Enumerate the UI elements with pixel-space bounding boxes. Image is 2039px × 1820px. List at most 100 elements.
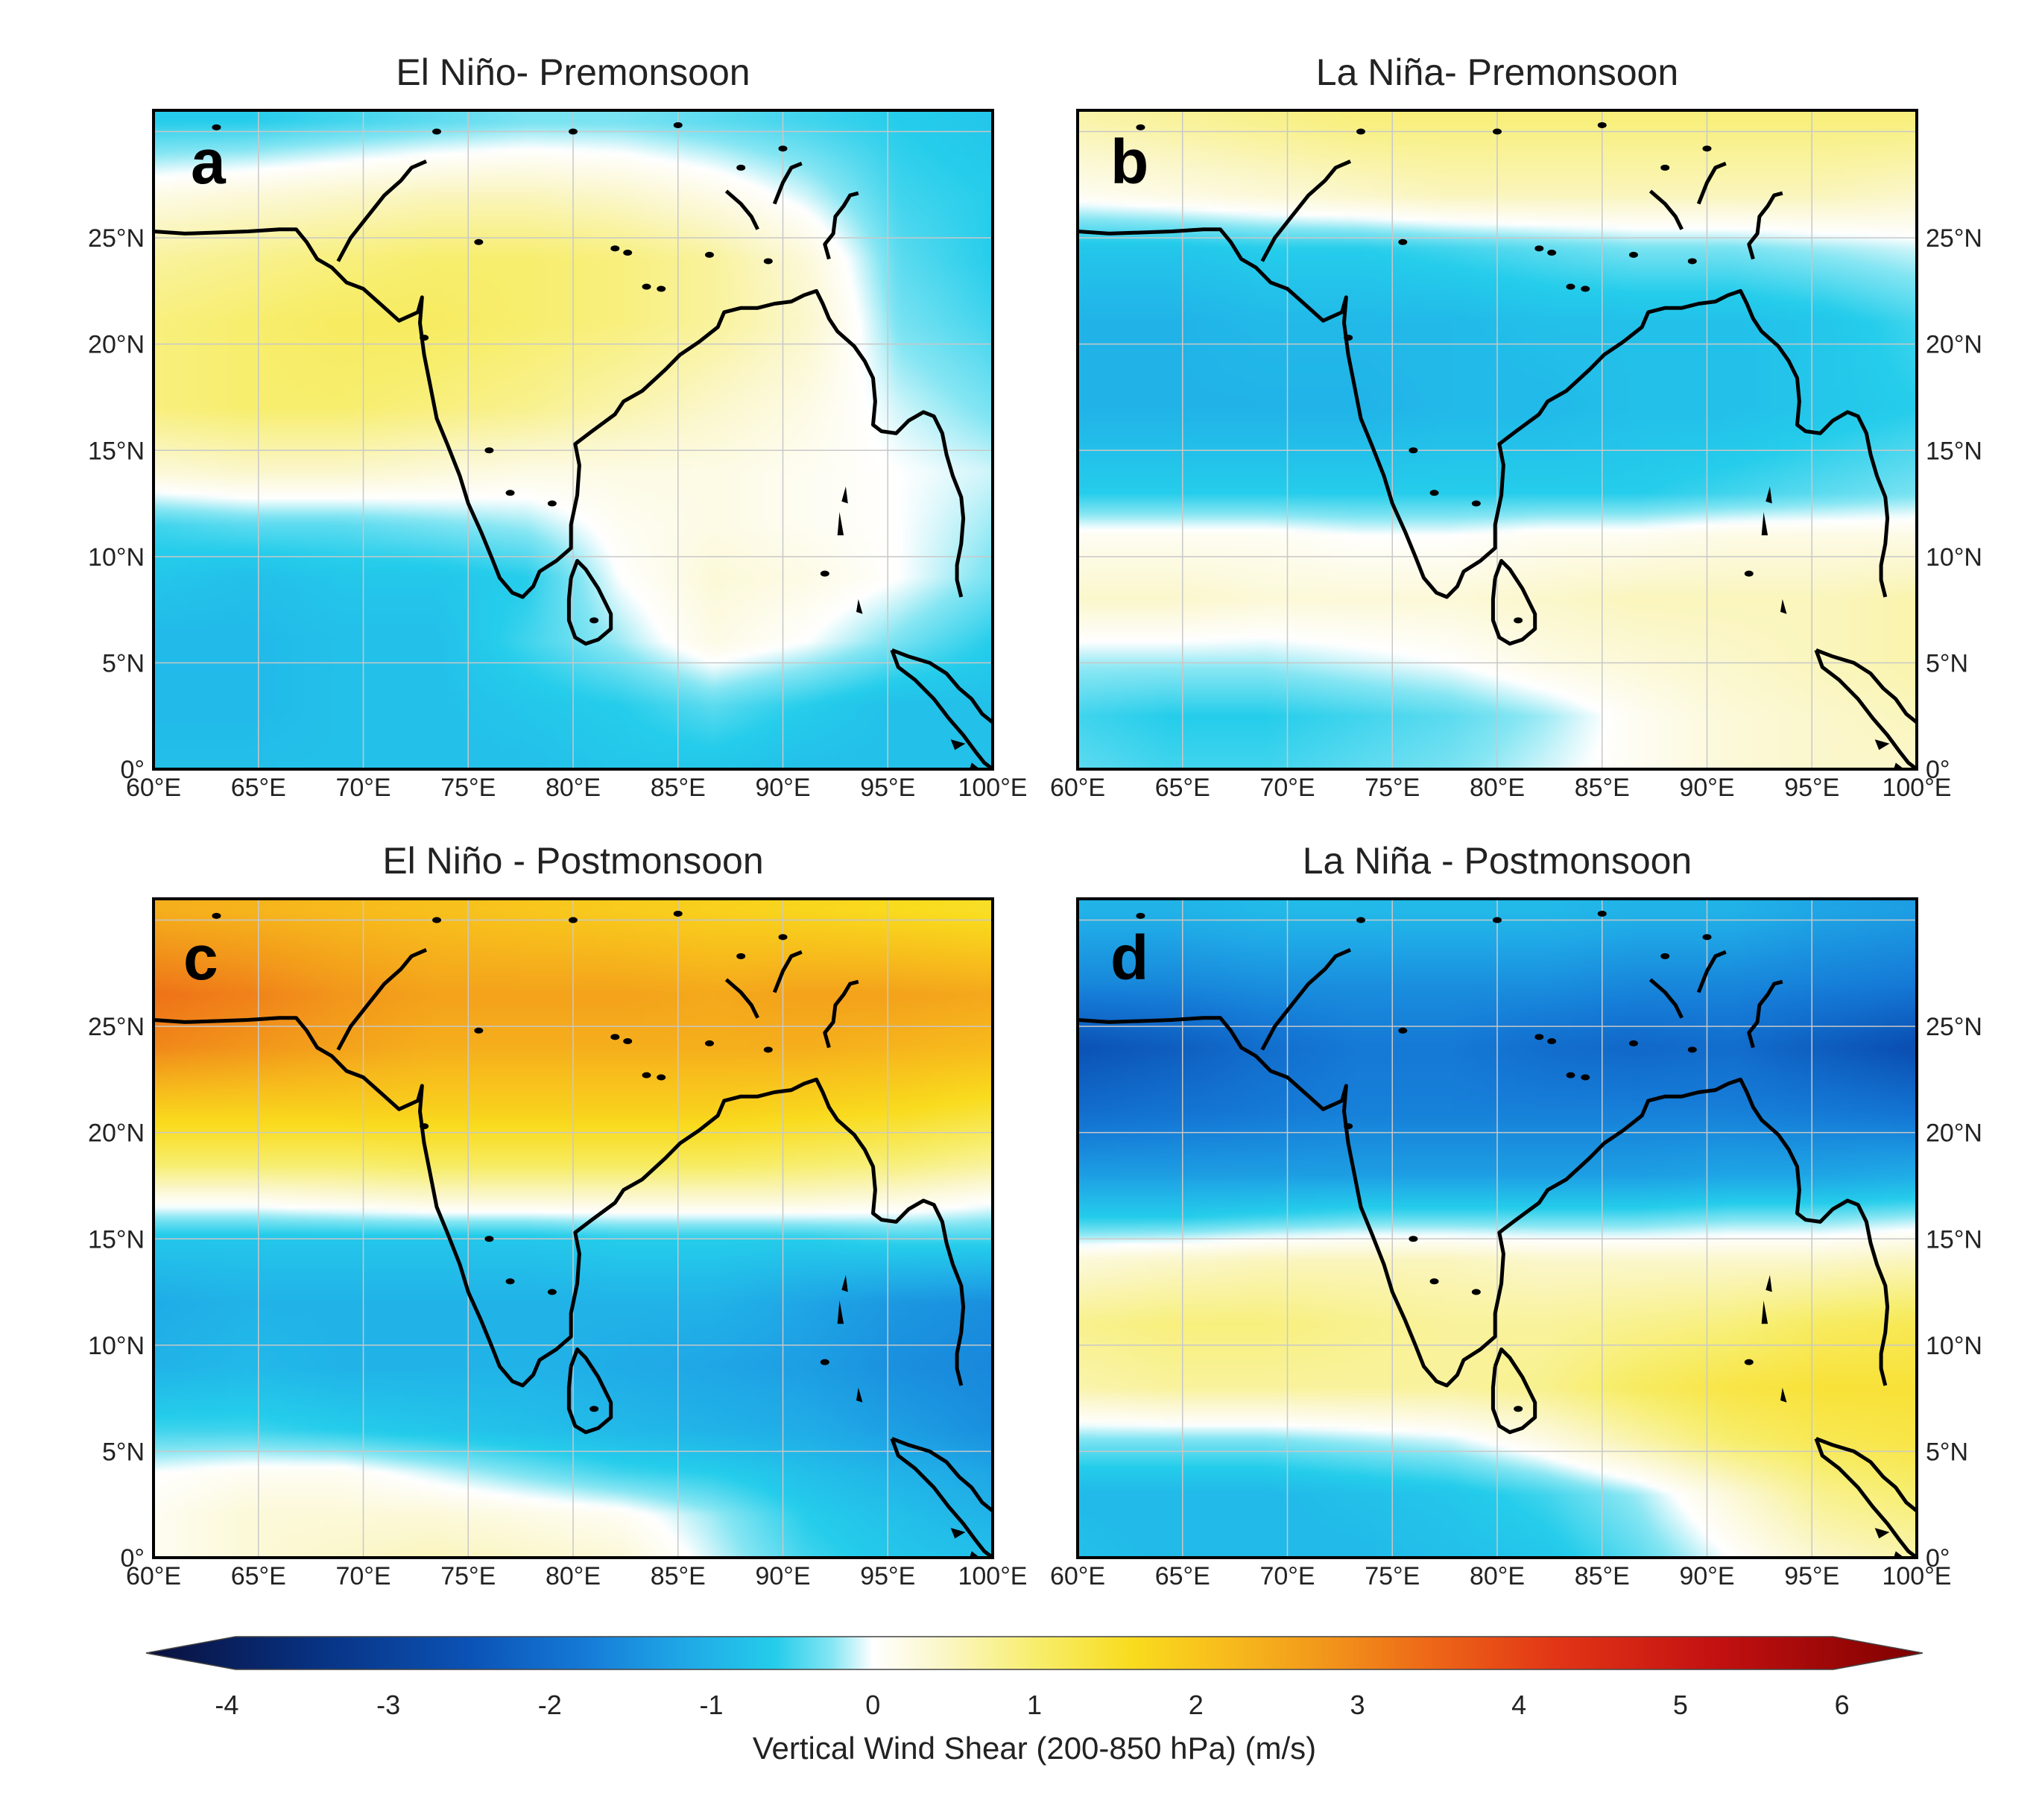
coastline-segment [724, 978, 759, 1019]
lat-tick-label: 0° [120, 1544, 145, 1573]
island [1514, 1406, 1523, 1412]
coastline-segment [1078, 227, 1890, 599]
lon-tick-label: 95°E [1784, 1562, 1839, 1590]
lon-tick-label: 80°E [1470, 774, 1525, 802]
island [212, 124, 221, 130]
colorbar-tick-label: 1 [1027, 1690, 1042, 1720]
lon-tick-label: 70°E [1259, 1562, 1315, 1590]
coastline-segment [566, 559, 613, 646]
island [704, 1040, 714, 1046]
island [1493, 128, 1502, 135]
island [1687, 258, 1697, 265]
coastline-segment [1696, 161, 1727, 205]
island [1136, 124, 1145, 130]
panel-label: c [183, 923, 218, 993]
lat-tick-label: 15°N [1926, 437, 1982, 465]
coastline-segment [1815, 648, 1917, 724]
lon-tick-label: 80°E [1470, 1562, 1525, 1590]
island [820, 1359, 829, 1365]
island [704, 251, 714, 258]
island [474, 238, 484, 245]
lon-tick-label: 75°E [1365, 1562, 1420, 1590]
lon-tick-label: 90°E [1679, 1562, 1734, 1590]
island [420, 1123, 429, 1130]
island [212, 912, 221, 919]
lat-tick-label: 5°N [102, 1438, 145, 1466]
x-axis-ticks: 60°E 65°E 70°E 75°E 80°E 85°E 90°E 95°E 100°E [126, 1562, 1028, 1590]
island [736, 164, 746, 171]
island [841, 486, 848, 504]
coastline-segment [772, 161, 803, 205]
island [1356, 917, 1366, 923]
colorbar-tick-label: 3 [1350, 1690, 1365, 1720]
lat-tick-label: 5°N [1926, 1438, 1968, 1466]
island [763, 258, 773, 265]
island [1628, 1040, 1638, 1046]
colorbar: -4 -3 -2 -1 0 1 2 3 4 5 6 Vertical Wind Shear (200… [145, 1636, 1923, 1766]
island [432, 917, 442, 923]
island [970, 762, 981, 769]
island [837, 512, 844, 536]
colorbar-tick-label: -3 [376, 1690, 400, 1720]
lon-tick-label: 100°E [958, 1562, 1027, 1590]
colorbar-tick-label: 6 [1835, 1690, 1850, 1720]
island [505, 1278, 515, 1285]
lon-tick-label: 80°E [546, 774, 601, 802]
island [950, 739, 966, 751]
island [778, 145, 788, 152]
coastline-segment [1260, 159, 1351, 262]
colorbar-tick-label: -2 [538, 1690, 562, 1720]
coastline-segment [891, 648, 993, 724]
lon-tick-label: 75°E [440, 1562, 496, 1590]
island [1597, 910, 1607, 917]
coastline [154, 121, 993, 769]
coastline-segment [1814, 1438, 1917, 1558]
coastline-segment [1814, 649, 1917, 769]
lon-tick-label: 75°E [1365, 774, 1420, 802]
panel-a: El Niño- Premonsoon a 60°E 65°E 70°E 75°E 80… [88, 51, 1027, 802]
lat-tick-label: 10°N [1926, 543, 1982, 572]
island [1780, 1387, 1787, 1403]
coastline-segment [1490, 1347, 1537, 1435]
lon-tick-label: 75°E [440, 774, 496, 802]
island [589, 617, 599, 624]
lon-tick-label: 90°E [1679, 774, 1734, 802]
lon-tick-label: 85°E [1575, 1562, 1630, 1590]
panel-d: La Niña - Postmonsoon d 60°E 65°E 70°E 75°E… [1050, 840, 1982, 1590]
coastline-segment [772, 950, 803, 993]
coastline-segment [154, 227, 966, 599]
island [432, 128, 442, 135]
island [1597, 121, 1607, 128]
lon-tick-label: 100°E [1882, 1562, 1951, 1590]
island [1409, 1236, 1418, 1242]
island [420, 335, 429, 341]
island [642, 1072, 651, 1078]
island [1429, 490, 1439, 496]
island [569, 917, 578, 923]
island [610, 1034, 620, 1040]
island [589, 1406, 599, 1412]
graticule [1078, 110, 1917, 769]
lat-tick-label: 20°N [88, 1119, 145, 1148]
island [1687, 1046, 1697, 1053]
lat-tick-label: 25°N [1926, 1013, 1982, 1041]
island [763, 1046, 773, 1053]
lat-tick-label: 5°N [1926, 649, 1968, 677]
island [623, 250, 633, 256]
island [1761, 1301, 1768, 1324]
y-axis-ticks: 0° 5°N 10°N 15°N 20°N 25°N [88, 1013, 145, 1573]
graticule [1078, 899, 1917, 1558]
island [657, 285, 666, 292]
island [1547, 1038, 1557, 1045]
island [856, 598, 863, 614]
lon-tick-label: 95°E [1784, 774, 1839, 802]
lon-tick-label: 65°E [1155, 1562, 1210, 1590]
island [1344, 1123, 1353, 1130]
y-axis-ticks: 0° 5°N 10°N 15°N 20°N 25°N [1926, 1013, 1982, 1573]
lat-tick-label: 15°N [88, 1225, 145, 1254]
island [547, 1289, 557, 1295]
lon-tick-label: 60°E [126, 1562, 181, 1590]
lon-tick-label: 85°E [651, 1562, 706, 1590]
coastline-segment [1260, 948, 1351, 1051]
coastline-segment [1815, 1436, 1917, 1513]
